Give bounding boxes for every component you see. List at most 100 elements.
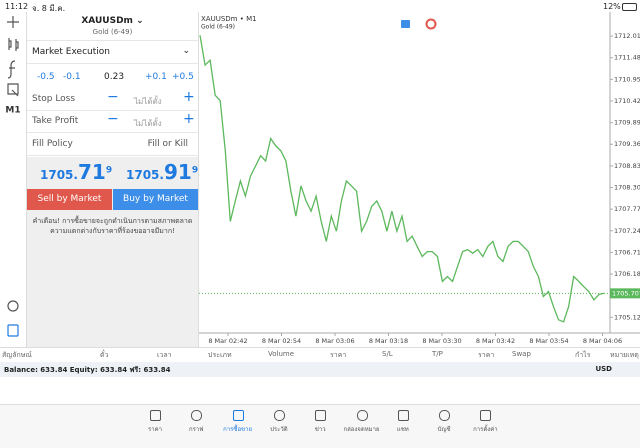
tab-label[interactable]: บัญชี — [437, 426, 451, 433]
ask-big: 91 — [163, 160, 192, 184]
search-icon[interactable] — [7, 300, 19, 312]
plus-button[interactable]: + — [183, 111, 195, 127]
tab-label[interactable]: การตั้งค่า — [473, 426, 498, 433]
currency: USD — [595, 365, 612, 373]
tab-label[interactable]: กล่องจดหมาย — [343, 426, 380, 433]
timeframe[interactable]: M1 — [5, 106, 20, 116]
column-header: ตั๋ว — [100, 351, 109, 359]
column-header: ประเภท — [208, 351, 232, 359]
x-tick-label: 8 Mar 03:18 — [369, 337, 408, 345]
stop-loss-value[interactable]: ไม่ได้ตั้ง — [134, 97, 162, 106]
x-tick-label: 8 Mar 02:42 — [208, 337, 247, 345]
divider — [26, 12, 27, 347]
minus-button[interactable]: − — [107, 111, 119, 127]
y-tick-label: 1711.480 — [614, 54, 640, 62]
tab-label[interactable]: การซื้อขาย — [223, 426, 253, 433]
ask-main: 1705. — [126, 168, 164, 182]
fill-policy-value: Fill or Kill — [147, 139, 188, 149]
crosshair-icon[interactable] — [7, 16, 19, 28]
status-battery: 12% — [603, 2, 621, 11]
step-button[interactable]: -0.5 — [37, 72, 55, 82]
symbol-text: XAUUSDm — [81, 16, 133, 26]
tab-label[interactable]: ประวัติ — [270, 426, 288, 433]
divider — [198, 12, 199, 347]
battery-icon — [622, 3, 637, 11]
table-header: สัญลักษณ์ ตั๋ว เวลา ประเภท Volume ราคา S/L T/P ร… — [0, 348, 640, 360]
volume-row: -0.5 -0.1 0.23 +0.1 +0.5 — [27, 65, 198, 87]
minus-button[interactable]: − — [107, 89, 119, 105]
divider — [0, 347, 640, 348]
plus-button[interactable]: + — [183, 89, 195, 105]
fill-policy-row[interactable]: Fill Policy Fill or Kill — [27, 133, 198, 156]
tab-label[interactable]: ข่าว — [314, 426, 326, 433]
tab-icon[interactable] — [397, 410, 409, 421]
column-header: หมายเหตุ — [610, 351, 639, 359]
x-tick-label: 8 Mar 02:54 — [262, 337, 301, 345]
bid-main: 1705. — [40, 168, 78, 182]
order-symbol[interactable]: XAUUSDm ⌄ — [81, 16, 144, 26]
tab-label[interactable]: ราคา — [148, 426, 162, 433]
tab-icon[interactable] — [232, 410, 244, 421]
chart-subtitle: Gold (6-49) — [201, 24, 235, 31]
tab-bar — [0, 404, 640, 448]
sell-button[interactable]: Sell by Market — [27, 189, 112, 210]
stop-loss-row: Stop Loss − ไม่ได้ตั้ง + — [27, 88, 198, 111]
y-tick-label: 1706.710 — [614, 248, 640, 256]
ask-price: 1705.919 — [126, 160, 198, 184]
y-tick-label: 1708.300 — [614, 184, 640, 192]
column-header: ราคา — [330, 351, 347, 359]
y-tick-label: 1707.770 — [614, 205, 640, 213]
volume[interactable]: 0.23 — [104, 72, 125, 82]
y-tick-label: 1710.950 — [614, 75, 640, 83]
warning-line: คำเตือน! การซื้อขายจะถูกดำเนินการตามสภาพ… — [32, 217, 193, 225]
chart-title: XAUUSDm • M1 — [201, 15, 257, 23]
step-button[interactable]: +0.1 — [145, 72, 167, 82]
chart: XAUUSDm • M1 Gold (6-49) 1712.010 1711.48… — [199, 12, 640, 345]
bid-big: 71 — [77, 160, 106, 184]
execution-type: Market Execution — [32, 47, 110, 57]
status-time: 11:12 — [5, 2, 29, 11]
step-button[interactable]: +0.5 — [172, 72, 194, 82]
tab-icon[interactable] — [191, 410, 203, 421]
tab-label[interactable]: แชท — [396, 426, 409, 433]
take-profit-label: Take Profit — [32, 116, 79, 126]
take-profit-value[interactable]: ไม่ได้ตั้ง — [134, 119, 162, 128]
execution-row[interactable]: Market Execution ⌄ — [27, 40, 198, 64]
tab-icon[interactable] — [439, 410, 451, 421]
objects-icon[interactable] — [7, 83, 19, 97]
x-tick-label: 8 Mar 03:54 — [529, 337, 568, 345]
tab-icon[interactable] — [480, 410, 492, 421]
tab-icon[interactable] — [273, 410, 285, 421]
order-description: Gold (6-49) — [92, 28, 133, 36]
function-icon[interactable] — [7, 60, 16, 79]
current-price-box — [610, 288, 640, 299]
y-tick-label: 1706.180 — [614, 270, 640, 278]
column-header: T/P — [432, 350, 443, 358]
price-panel — [27, 157, 198, 347]
buy-button[interactable]: Buy by Market — [113, 189, 198, 210]
stop-loss-label: Stop Loss — [32, 94, 76, 104]
column-header: ราคา — [478, 351, 495, 359]
buy-quick-icon[interactable] — [425, 18, 437, 30]
step-button[interactable]: -0.1 — [63, 72, 81, 82]
y-tick-label: 1709.890 — [614, 119, 640, 127]
column-header: กำไร — [575, 351, 591, 359]
ask-sup: 9 — [191, 165, 199, 176]
sell-quick-icon[interactable] — [401, 20, 410, 28]
tab-icon[interactable] — [315, 410, 327, 421]
y-tick-label: 1707.240 — [614, 227, 640, 235]
tab-icon[interactable] — [150, 410, 161, 421]
tab-icon[interactable] — [356, 410, 368, 421]
column-header: Swap — [512, 350, 531, 358]
indicator-icon[interactable] — [8, 38, 19, 51]
balance: Balance: 633.84 Equity: 633.84 ฟรี: 633.… — [4, 366, 171, 374]
current-price-label: 1705.707 — [612, 289, 640, 297]
tab-label[interactable]: กราฟ — [189, 426, 204, 433]
price-line — [199, 35, 605, 323]
x-tick-label: 8 Mar 04:06 — [583, 337, 622, 345]
column-header: เวลา — [157, 351, 172, 359]
x-tick-label: 8 Mar 03:42 — [476, 337, 515, 345]
new-order-icon[interactable] — [7, 324, 19, 337]
column-header: สัญลักษณ์ — [2, 351, 32, 359]
